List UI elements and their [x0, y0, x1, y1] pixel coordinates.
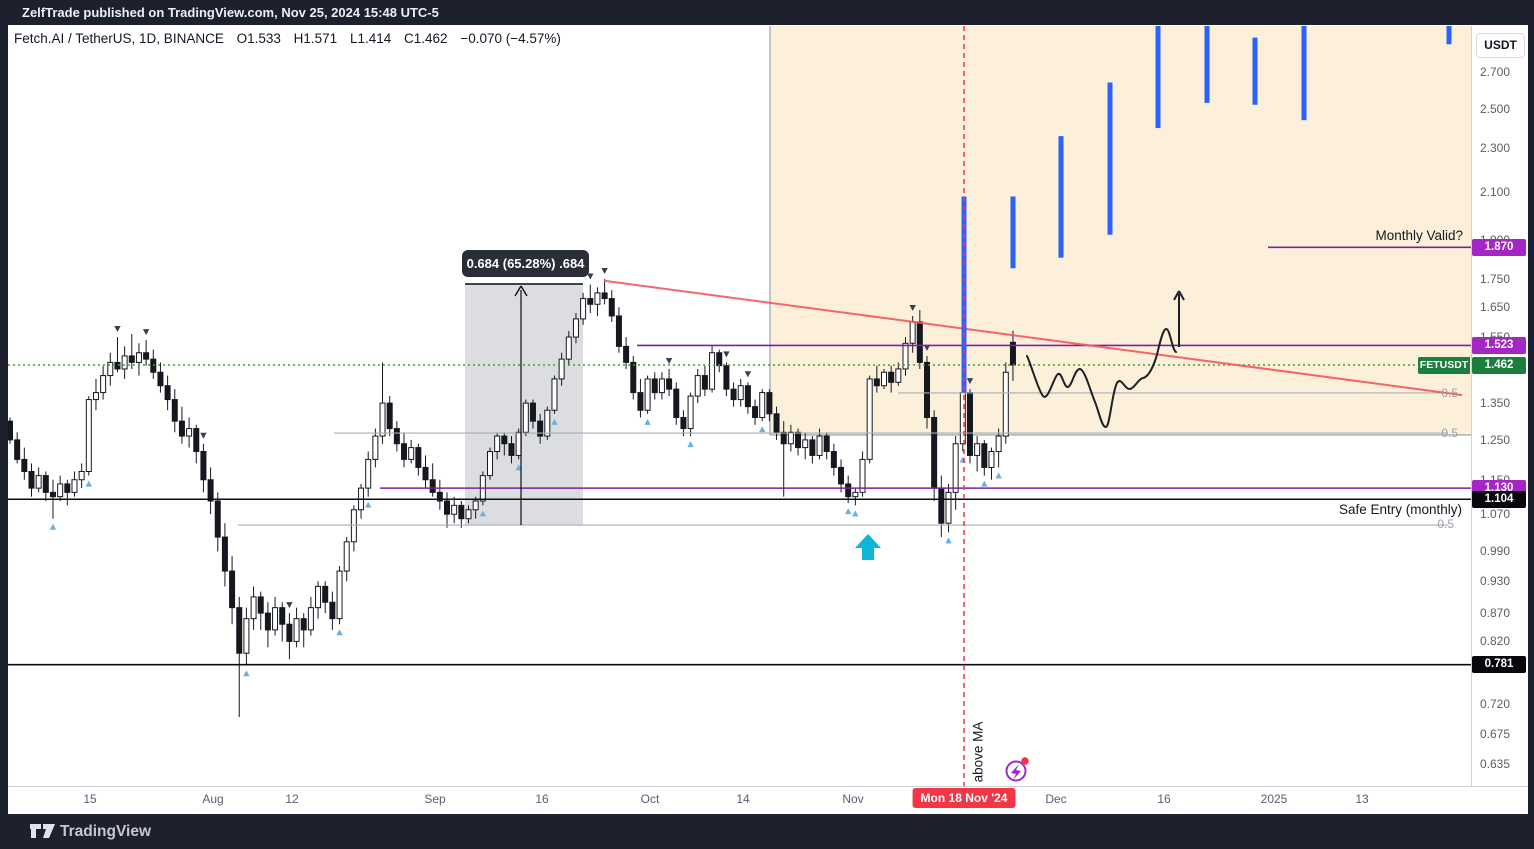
tradingview-logo-icon	[30, 824, 55, 838]
ohlc-close: C1.462	[404, 31, 448, 46]
event-date-badge: Mon 18 Nov '24	[912, 788, 1016, 808]
time-tick-Nov: Nov	[842, 792, 864, 806]
time-tick-Aug: Aug	[202, 792, 224, 806]
above-ma-note: above MA	[970, 721, 986, 783]
time-tick-12: 12	[285, 792, 299, 806]
price-tick: 0.930	[1480, 574, 1511, 589]
footer-bar: TradingView	[0, 814, 1534, 849]
time-tick-Dec: Dec	[1045, 792, 1067, 806]
price-tick: 2.100	[1480, 184, 1511, 199]
time-tick-2025: 2025	[1260, 792, 1288, 806]
price-tick: 1.650	[1480, 300, 1511, 315]
fib-05-label-3: 0.5	[1437, 517, 1454, 531]
symbol-price-tag: FETUSDT	[1418, 356, 1470, 374]
price-tick: 0.820	[1480, 634, 1511, 649]
time-tick-Sep: Sep	[424, 792, 446, 806]
publish-banner: ZelfTrade published on TradingView.com, …	[0, 0, 1534, 25]
time-tick-13: 13	[1355, 792, 1369, 806]
price-tick: 1.750	[1480, 272, 1511, 287]
time-tick-15: 15	[83, 792, 97, 806]
price-tick: 1.350	[1480, 396, 1511, 411]
ohlc-change: −0.070 (−4.57%)	[460, 31, 561, 46]
symbol-title: Fetch.AI / TetherUS, 1D, BINANCE	[14, 31, 224, 46]
price-label-1.462: 1.462	[1472, 356, 1526, 374]
price-tick: 0.990	[1480, 544, 1511, 559]
price-label-1.870: 1.870	[1472, 238, 1526, 256]
price-tick: 2.700	[1480, 64, 1511, 79]
time-axis[interactable]	[8, 786, 1528, 814]
time-tick-16: 16	[535, 792, 549, 806]
fib-05-label-1: 0.5	[1441, 386, 1458, 400]
price-tick: 1.070	[1480, 507, 1511, 522]
price-tick: 0.635	[1480, 756, 1511, 771]
price-tick: 2.500	[1480, 101, 1511, 116]
time-tick-14: 14	[736, 792, 750, 806]
time-tick-16: 16	[1157, 792, 1171, 806]
price-tick: 2.300	[1480, 141, 1511, 156]
currency-toggle-button[interactable]: USDT	[1476, 33, 1525, 58]
price-label-1.523: 1.523	[1472, 336, 1526, 354]
ohlc-low: L1.414	[349, 31, 392, 46]
price-tick: 1.250	[1480, 432, 1511, 447]
price-tick: 0.870	[1480, 606, 1511, 621]
monthly-valid-note: Monthly Valid?	[1375, 228, 1463, 243]
price-label-0.781: 0.781	[1472, 656, 1526, 674]
chart-card	[8, 25, 1528, 814]
measure-tooltip: 0.684 (65.28%) .684	[462, 250, 589, 277]
tradingview-brand[interactable]: TradingView	[60, 823, 152, 840]
price-label-1.104: 1.104	[1472, 490, 1526, 508]
fib-05-label-2: 0.5	[1441, 426, 1458, 440]
price-tick: 0.720	[1480, 696, 1511, 711]
time-tick-Oct: Oct	[640, 792, 660, 806]
safe-entry-note: Safe Entry (monthly)	[1338, 502, 1462, 517]
symbol-header: Fetch.AI / TetherUS, 1D, BINANCE O1.533 …	[14, 31, 570, 46]
ohlc-open: O1.533	[236, 31, 281, 46]
price-tick: 0.675	[1480, 727, 1511, 742]
publish-banner-text: ZelfTrade published on TradingView.com, …	[22, 5, 439, 20]
ohlc-high: H1.571	[293, 31, 338, 46]
